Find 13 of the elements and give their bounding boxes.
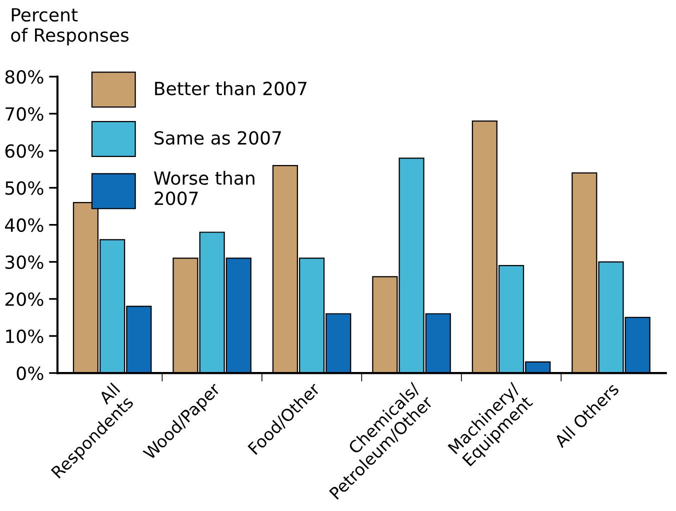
y-tick-label: 0% [16,366,44,380]
legend-label: Better than 2007 [155,81,306,96]
legend-label: Same as 2007 [154,131,281,145]
y-axis-title: Percent of Responses [11,8,129,46]
y-tick-label: 60% [5,144,44,158]
y-tick-label: 80% [5,70,44,84]
legend-label: Worse than 2007 [154,170,254,206]
y-tick-label: 10% [6,329,44,344]
y-tick-label: 40% [5,218,44,232]
y-tick-label: 20% [5,292,44,306]
y-tick-label: 50% [6,181,44,195]
y-tick-label: 30% [6,255,44,270]
y-tick-label: 70% [6,107,44,121]
